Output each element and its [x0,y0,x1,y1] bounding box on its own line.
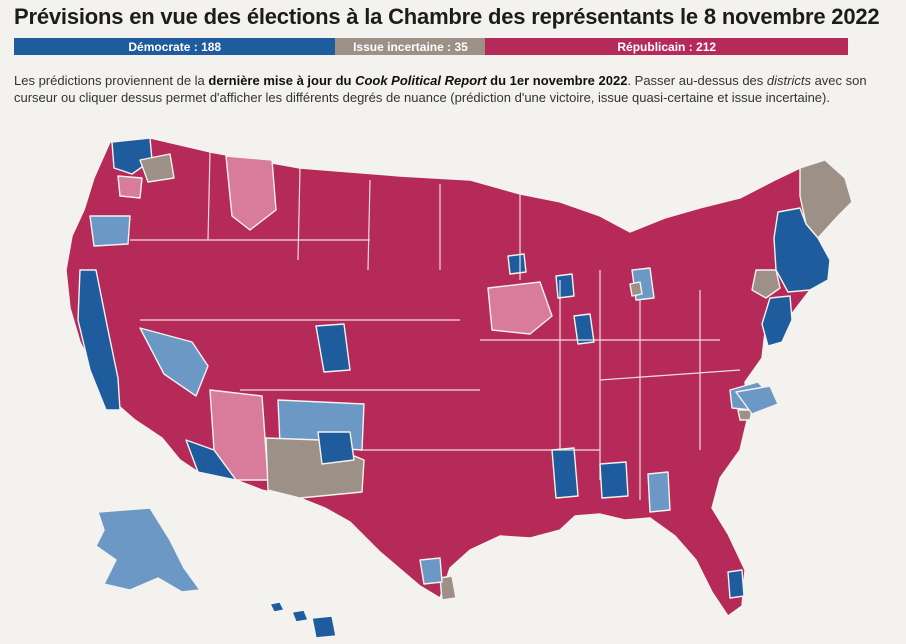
iowa-lean-district[interactable] [487,281,553,335]
us-house-districts-map [65,137,853,639]
democrat-seats-label: Démocrate : 188 [128,39,222,54]
intro-bold-text: dernière mise à jour du [208,73,356,88]
nevada-lean-district[interactable] [139,327,209,397]
florida-district[interactable] [727,569,745,599]
wisconsin-district[interactable] [555,273,575,299]
seat-count-bar: Démocrate : 188 Issue incertaine : 35 Ré… [14,38,848,55]
maine-district[interactable] [799,159,853,239]
new-mexico-democrat-district[interactable] [317,431,355,465]
mid-atlantic-district[interactable] [761,295,793,347]
source-name: Cook Political Report [355,73,487,88]
alaska-district[interactable] [95,507,201,593]
texas-uncertain-district[interactable] [439,575,457,601]
intro-text: Les prédictions proviennent de la derniè… [14,72,874,106]
arizona-democrat-district[interactable] [185,439,237,481]
republican-seats-label: Républicain : 212 [617,39,717,54]
intro-italic-text: districts [766,73,811,88]
mississippi-district[interactable] [551,447,579,499]
intro-text-part: . Passer au-dessus des [627,73,767,88]
texas-lean-district[interactable] [419,557,443,585]
washington-lean-district[interactable] [117,175,143,199]
republican-seats-segment: Républicain : 212 [485,38,848,55]
hawaii-islands[interactable] [269,601,337,639]
oregon-lean-district[interactable] [89,215,131,247]
montana-lean-district[interactable] [225,155,277,231]
north-carolina-lean-district[interactable] [735,385,779,415]
michigan-uncertain-district[interactable] [629,281,643,297]
georgia-lean-district[interactable] [647,471,671,513]
uncertain-seats-segment: Issue incertaine : 35 [335,38,486,55]
new-england-district[interactable] [773,207,831,293]
page-title: Prévisions en vue des élections à la Cha… [14,4,880,29]
intro-text-part: avec son curseur ou cliquer dessus perme… [14,73,867,105]
democrat-seats-segment: Démocrate : 188 [14,38,336,55]
illinois-district[interactable] [573,313,595,345]
intro-text-part: Les prédictions proviennent de la [14,73,209,88]
colorado-district[interactable] [315,323,351,373]
uncertain-seats-label: Issue incertaine : 35 [353,39,468,54]
state-borders [130,151,741,500]
washington-uncertain-district[interactable] [139,153,175,183]
alabama-district[interactable] [599,461,629,499]
arizona-lean-district[interactable] [209,389,269,481]
intro-bold-date: du 1er novembre 2022 [486,73,628,88]
california-coast-district[interactable] [77,269,121,411]
minnesota-district[interactable] [507,253,527,275]
northeast-uncertain-district[interactable] [751,269,781,299]
virginia-uncertain-district[interactable] [737,409,753,421]
